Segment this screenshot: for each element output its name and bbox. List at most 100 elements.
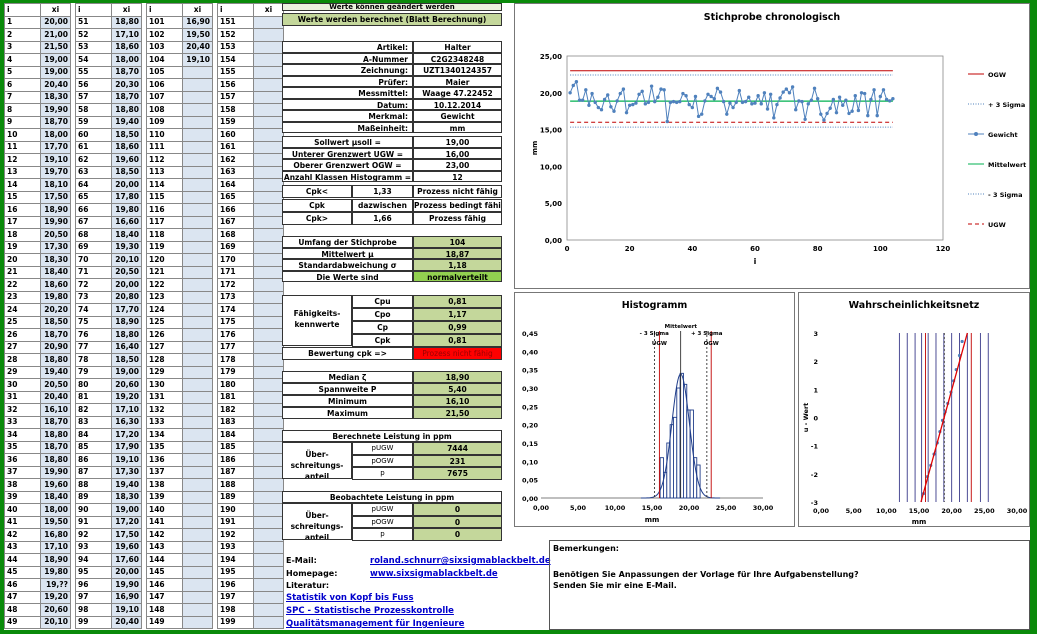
value-cell[interactable]: [253, 153, 284, 167]
value-cell[interactable]: [253, 28, 284, 42]
value-cell[interactable]: [182, 540, 213, 554]
value-cell[interactable]: [182, 440, 213, 454]
value-cell[interactable]: [253, 478, 284, 492]
value-cell[interactable]: 18,70: [40, 415, 71, 429]
value-cell[interactable]: 20,10: [40, 615, 71, 629]
value-cell[interactable]: 18,30: [40, 253, 71, 267]
value-cell[interactable]: [253, 78, 284, 92]
value-cell[interactable]: [182, 453, 213, 467]
remarks-box[interactable]: Bemerkungen: Benötigen Sie Anpassungen d…: [549, 540, 1030, 630]
value-cell[interactable]: [253, 103, 284, 117]
value-cell[interactable]: [253, 115, 284, 129]
value-cell[interactable]: 19,90: [40, 215, 71, 229]
value-cell[interactable]: [253, 215, 284, 229]
value-cell[interactable]: [253, 565, 284, 579]
value-cell[interactable]: [182, 303, 213, 317]
value-cell[interactable]: 18,90: [40, 203, 71, 217]
value-cell[interactable]: 18,40: [111, 228, 142, 242]
value-cell[interactable]: [182, 478, 213, 492]
value-cell[interactable]: 19,40: [40, 365, 71, 379]
value-cell[interactable]: [182, 178, 213, 192]
value-cell[interactable]: [253, 340, 284, 354]
value-cell[interactable]: 19,90: [111, 578, 142, 592]
value-cell[interactable]: 19,00: [40, 53, 71, 67]
value-cell[interactable]: [182, 578, 213, 592]
value-cell[interactable]: [182, 90, 213, 104]
value-cell[interactable]: [182, 515, 213, 529]
value-cell[interactable]: 18,50: [111, 128, 142, 142]
value-cell[interactable]: 19,00: [111, 503, 142, 517]
value-cell[interactable]: 18,70: [40, 115, 71, 129]
value-cell[interactable]: [182, 565, 213, 579]
value-cell[interactable]: 19,40: [111, 478, 142, 492]
value-cell[interactable]: [253, 40, 284, 54]
value-cell[interactable]: [182, 465, 213, 479]
value-cell[interactable]: [253, 440, 284, 454]
value-cell[interactable]: 21,50: [40, 40, 71, 54]
value-cell[interactable]: 17,10: [111, 28, 142, 42]
value-cell[interactable]: [253, 15, 284, 29]
value-cell[interactable]: [253, 65, 284, 79]
value-cell[interactable]: 18,30: [40, 90, 71, 104]
value-cell[interactable]: [182, 528, 213, 542]
cpk-rule-value[interactable]: 1,33: [352, 185, 413, 198]
value-cell[interactable]: [182, 615, 213, 629]
value-cell[interactable]: [182, 103, 213, 117]
value-cell[interactable]: 16,90: [111, 590, 142, 604]
value-cell[interactable]: [253, 503, 284, 517]
value-cell[interactable]: 18,80: [40, 428, 71, 442]
value-cell[interactable]: 20,90: [40, 340, 71, 354]
value-cell[interactable]: 19,20: [40, 590, 71, 604]
value-cell[interactable]: 19,00: [40, 65, 71, 79]
value-cell[interactable]: [253, 465, 284, 479]
homepage-link[interactable]: www.sixsigmablackbelt.de: [370, 569, 498, 579]
value-cell[interactable]: [182, 153, 213, 167]
value-cell[interactable]: 17,90: [111, 440, 142, 454]
info-value[interactable]: Gewicht: [413, 110, 502, 122]
value-cell[interactable]: 17,20: [111, 428, 142, 442]
value-cell[interactable]: 16,80: [40, 528, 71, 542]
value-cell[interactable]: 19,40: [111, 115, 142, 129]
value-cell[interactable]: 19,80: [40, 290, 71, 304]
value-cell[interactable]: 17,10: [40, 540, 71, 554]
value-cell[interactable]: [253, 290, 284, 304]
value-cell[interactable]: 19,50: [182, 28, 213, 42]
limit-value[interactable]: 23,00: [413, 159, 502, 171]
value-cell[interactable]: [182, 65, 213, 79]
value-cell[interactable]: [182, 228, 213, 242]
value-cell[interactable]: 18,70: [40, 440, 71, 454]
value-cell[interactable]: [253, 278, 284, 292]
value-cell[interactable]: [182, 78, 213, 92]
value-cell[interactable]: 18,30: [111, 490, 142, 504]
value-cell[interactable]: 17,70: [111, 303, 142, 317]
value-cell[interactable]: [253, 265, 284, 279]
value-cell[interactable]: 20,40: [40, 390, 71, 404]
value-cell[interactable]: 17,50: [40, 190, 71, 204]
limit-value[interactable]: 16,00: [413, 147, 502, 159]
value-cell[interactable]: [253, 540, 284, 554]
value-cell[interactable]: [253, 415, 284, 429]
value-cell[interactable]: [182, 490, 213, 504]
value-cell[interactable]: 20,40: [40, 78, 71, 92]
value-cell[interactable]: [182, 553, 213, 567]
value-cell[interactable]: [253, 178, 284, 192]
value-cell[interactable]: 19,00: [111, 365, 142, 379]
value-cell[interactable]: 18,00: [40, 503, 71, 517]
info-value[interactable]: 10.12.2014: [413, 98, 502, 110]
value-cell[interactable]: [182, 590, 213, 604]
value-cell[interactable]: [253, 128, 284, 142]
value-cell[interactable]: [253, 528, 284, 542]
value-cell[interactable]: 17,60: [111, 553, 142, 567]
value-cell[interactable]: 17,80: [111, 190, 142, 204]
value-cell[interactable]: 19,60: [111, 153, 142, 167]
value-cell[interactable]: 19,50: [40, 515, 71, 529]
book-link[interactable]: SPC - Statistische Prozesskontrolle: [286, 606, 454, 616]
value-cell[interactable]: 20,40: [182, 40, 213, 54]
value-cell[interactable]: [182, 165, 213, 179]
value-cell[interactable]: [253, 378, 284, 392]
value-cell[interactable]: [182, 265, 213, 279]
value-cell[interactable]: 19,30: [111, 240, 142, 254]
value-cell[interactable]: [182, 278, 213, 292]
value-cell[interactable]: 16,10: [40, 403, 71, 417]
value-cell[interactable]: [253, 203, 284, 217]
